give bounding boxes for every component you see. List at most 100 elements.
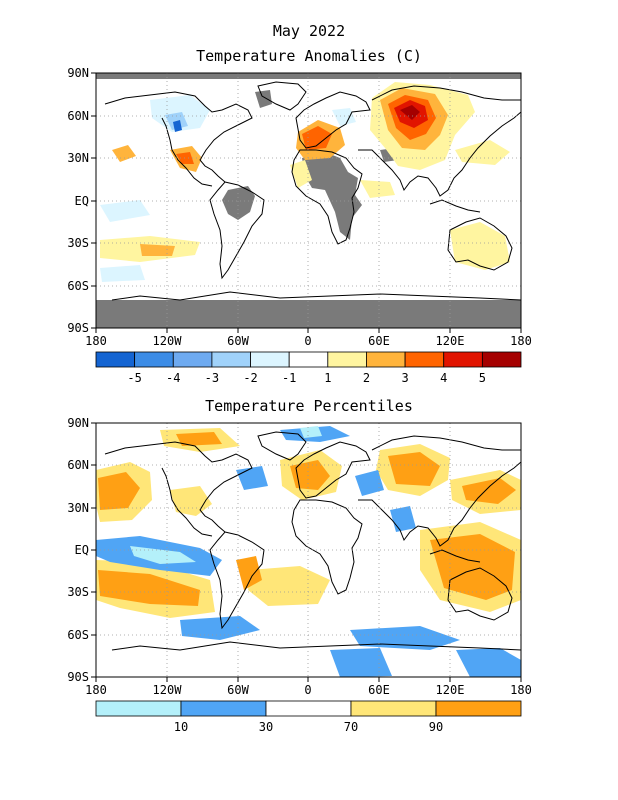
percentile-warm-south-america: [236, 556, 262, 590]
lon-label: 180: [510, 683, 532, 697]
colorbar-label: 1: [324, 371, 331, 385]
colorbar-segment: [404, 351, 445, 368]
lon-label: 60W: [227, 683, 249, 697]
colorbar-label: 4: [440, 371, 447, 385]
percentile-warm-east-asia-90: [462, 478, 516, 504]
anomaly-cool-north-america-4: [173, 120, 182, 132]
lon-label: 180: [510, 334, 532, 348]
lon-label: 120E: [436, 683, 465, 697]
anomaly-warm-north-africa: [290, 160, 312, 188]
missing-data-antarctica: [96, 300, 521, 328]
missing-data-amazon: [222, 186, 255, 220]
missing-data-sahara: [302, 152, 362, 240]
anomaly-warm-east-asia: [455, 140, 510, 165]
colorbar-segment: [134, 351, 174, 368]
lon-label: 60E: [368, 683, 390, 697]
colorbar-segment: [327, 351, 367, 368]
percentile-cool-canada: [300, 426, 322, 438]
colorbar-segment: [211, 351, 251, 368]
lat-label: 30N: [67, 151, 89, 165]
colorbar-segment: [443, 351, 483, 368]
lat-label: 90S: [67, 670, 89, 684]
percentile-colorbar: 10 30 70 90: [95, 700, 522, 734]
colorbar-label: -2: [243, 371, 257, 385]
colorbar-segment: [95, 351, 136, 368]
colorbar-label: 30: [259, 720, 273, 734]
colorbar-label: 90: [429, 720, 443, 734]
percentile-cool-south-ocean: [180, 616, 260, 640]
colorbar-label: -4: [166, 371, 180, 385]
percentile-warm-south-atlantic: [248, 566, 330, 606]
lat-label: 90N: [67, 416, 89, 430]
lon-label: 120E: [436, 334, 465, 348]
lon-label: 60W: [227, 334, 249, 348]
lat-label: 60N: [67, 109, 89, 123]
percentile-warm-mexico: [170, 486, 212, 516]
lon-label: 180: [85, 334, 107, 348]
percentile-warm-indian-ocean-90: [430, 534, 515, 600]
colorbar-label: 5: [479, 371, 486, 385]
missing-data-arctic: [96, 73, 521, 79]
lon-label: 120W: [153, 683, 183, 697]
percentile-map-title: Temperature Percentiles: [205, 397, 413, 415]
percentile-cool-tropical-pacific-10: [130, 546, 196, 564]
lat-label: 30S: [67, 585, 89, 599]
anomaly-map-coastlines: [104, 81, 521, 301]
percentile-warm-north-pacific-90: [98, 472, 140, 510]
lat-label: 60N: [67, 458, 89, 472]
colorbar-segment: [250, 351, 290, 368]
anomaly-map-fields: [96, 73, 521, 328]
lat-label: EQ: [75, 543, 89, 557]
percentile-map-coastlines: [104, 431, 521, 651]
anomaly-map-gridlines: [96, 73, 521, 328]
main-title: May 2022: [272, 22, 346, 40]
percentile-cool-west-asia: [355, 470, 384, 496]
lon-label: 180: [85, 683, 107, 697]
colorbar-segment: [481, 351, 522, 368]
lon-label: 60E: [368, 334, 390, 348]
colorbar-label: -5: [127, 371, 141, 385]
percentile-map: 90N 60N 30N EQ 30S 60S 90S 180 120W 60W …: [67, 416, 532, 734]
percentile-warm-arctic-90: [176, 432, 222, 446]
anomaly-warm-pacific: [112, 145, 136, 162]
lon-label: 0: [304, 334, 311, 348]
anomaly-map-ticks: [91, 72, 522, 333]
colorbar-label: 70: [344, 720, 358, 734]
percentile-map-ticks: [91, 422, 522, 682]
colorbar-segment: [366, 351, 406, 368]
missing-data-canada: [255, 90, 272, 108]
colorbar-label: 3: [401, 371, 408, 385]
colorbar-label: -3: [205, 371, 219, 385]
lat-label: 30N: [67, 501, 89, 515]
anomaly-lat-labels: 90N 60N 30N EQ 30S 60S 90S: [67, 66, 89, 335]
percentile-lat-labels: 90N 60N 30N EQ 30S 60S 90S: [67, 416, 89, 684]
anomaly-warm-siberia-6: [400, 105, 420, 120]
colorbar-label: -1: [282, 371, 296, 385]
colorbar-segment: [172, 351, 213, 368]
lat-label: 60S: [67, 628, 89, 642]
anomaly-colorbar: -5 -4 -3 -2 -1 1 2 3 4 5: [95, 351, 522, 385]
colorbar-label: 2: [363, 371, 370, 385]
lat-label: EQ: [75, 194, 89, 208]
percentile-cool-antarctica: [330, 648, 392, 677]
colorbar-segment: [95, 700, 182, 717]
lat-label: 60S: [67, 279, 89, 293]
colorbar-label: 10: [174, 720, 188, 734]
lon-label: 120W: [153, 334, 183, 348]
colorbar-segment: [265, 700, 352, 717]
percentile-warm-europe-90: [290, 460, 330, 490]
lon-label: 0: [304, 683, 311, 697]
percentile-warm-siberia-90: [388, 452, 440, 486]
percentile-cool-antarctica-2: [456, 648, 521, 677]
anomaly-map: 90N 60N 30N EQ 30S 60S 90S 180 120W 60W …: [67, 66, 532, 385]
colorbar-segment: [435, 700, 522, 717]
anomaly-cool-pacific: [100, 200, 150, 222]
lat-label: 30S: [67, 236, 89, 250]
anomaly-cool-south-atlantic: [100, 265, 145, 282]
anomaly-warm-europe-4: [302, 126, 332, 150]
lat-label: 90N: [67, 66, 89, 80]
colorbar-segment: [288, 351, 329, 368]
anomaly-lon-labels: 180 120W 60W 0 60E 120E 180: [85, 334, 532, 348]
anomaly-warm-south-pacific-3: [140, 244, 175, 256]
